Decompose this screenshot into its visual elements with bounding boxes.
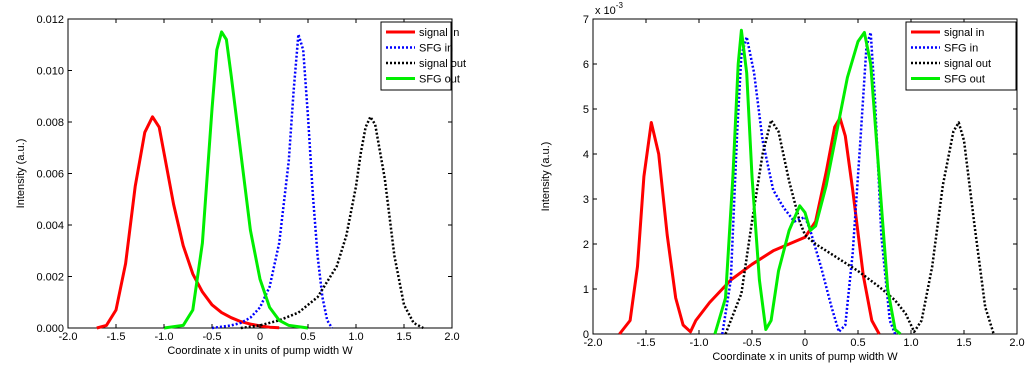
legend-label: SFG in	[944, 43, 978, 55]
x-tick-label: -2.0	[59, 331, 78, 343]
x-tick-label: -1.5	[637, 337, 656, 349]
x-tick-label: -1.0	[155, 331, 174, 343]
legend-label: signal in	[944, 27, 984, 39]
legend: signal in SFG in signal out SFG out	[380, 21, 466, 91]
y-tick-label: 0.006	[36, 169, 64, 181]
y-tick-label: 6	[583, 59, 589, 71]
y-axis-label: Intensity (a.u.)	[540, 142, 552, 212]
x-tick-label: -1.5	[107, 331, 126, 343]
series-line-4	[163, 30, 309, 330]
x-tick-label: -1.0	[690, 337, 709, 349]
y-tick-label: 5	[583, 104, 589, 116]
y-tick-label: 0.000	[36, 323, 64, 335]
y-tick-label: 0.004	[36, 220, 64, 232]
legend: signal in SFG in signal out SFG out	[905, 21, 1017, 91]
legend-label: signal in	[419, 27, 459, 39]
legend-label: SFG out	[944, 74, 985, 86]
x-axis-label: Coordinate x in units of pump width W	[167, 345, 353, 357]
legend-label: signal out	[944, 58, 991, 70]
legend-label: signal out	[419, 58, 466, 70]
y-tick-label: 0.008	[36, 117, 64, 129]
y-tick-label: 7	[583, 14, 589, 26]
x-tick-label: 1.0	[903, 337, 918, 349]
series-line-1	[96, 115, 280, 330]
legend-label: SFG in	[419, 43, 453, 55]
y-tick-label: 0.002	[36, 272, 64, 284]
y-tick-label: 0	[583, 329, 589, 341]
y-tick-label: 2	[583, 239, 589, 251]
series-line-3	[240, 115, 424, 330]
x-tick-label: 0.5	[300, 331, 315, 343]
x-tick-label: 1.5	[396, 331, 411, 343]
series-line-4	[713, 28, 902, 336]
y-tick-label: 1	[583, 284, 589, 296]
legend-label: SFG out	[419, 74, 460, 86]
series-line-2	[721, 31, 897, 335]
x-tick-label: -2.0	[584, 337, 603, 349]
x-tick-label: -0.5	[743, 337, 762, 349]
y-axis-label: Intensity (a.u.)	[15, 139, 27, 209]
y-tick-label: 0.012	[36, 14, 64, 26]
x-tick-label: 1.0	[348, 331, 363, 343]
y-tick-label: 0.010	[36, 66, 64, 78]
chart-2: -2.0 -1.5 -1.0 -0.5 0 0.5 1.0 1.5 2.0 0 1 2 3 4 5 6 7 x 1…	[540, 1, 1025, 363]
series-line-1	[618, 116, 881, 335]
x-tick-label: 0	[802, 337, 808, 349]
series-line-3	[724, 119, 995, 335]
y-exponent-label: x 10-3	[595, 1, 623, 17]
x-tick-label: 0.5	[850, 337, 865, 349]
chart-1: -2.0 -1.5 -1.0 -0.5 0 0.5 1.0 1.5 2.0 0.000 0.002 0…	[15, 14, 466, 357]
x-tick-label: -0.5	[203, 331, 222, 343]
x-tick-label: 0	[257, 331, 263, 343]
y-tick-label: 3	[583, 194, 589, 206]
x-tick-label: 2.0	[444, 331, 459, 343]
x-tick-label: 2.0	[1009, 337, 1024, 349]
x-axis-label: Coordinate x in units of pump width W	[712, 351, 898, 363]
y-tick-label: 4	[583, 149, 589, 161]
series-line-2	[211, 33, 334, 330]
x-tick-label: 1.5	[956, 337, 971, 349]
